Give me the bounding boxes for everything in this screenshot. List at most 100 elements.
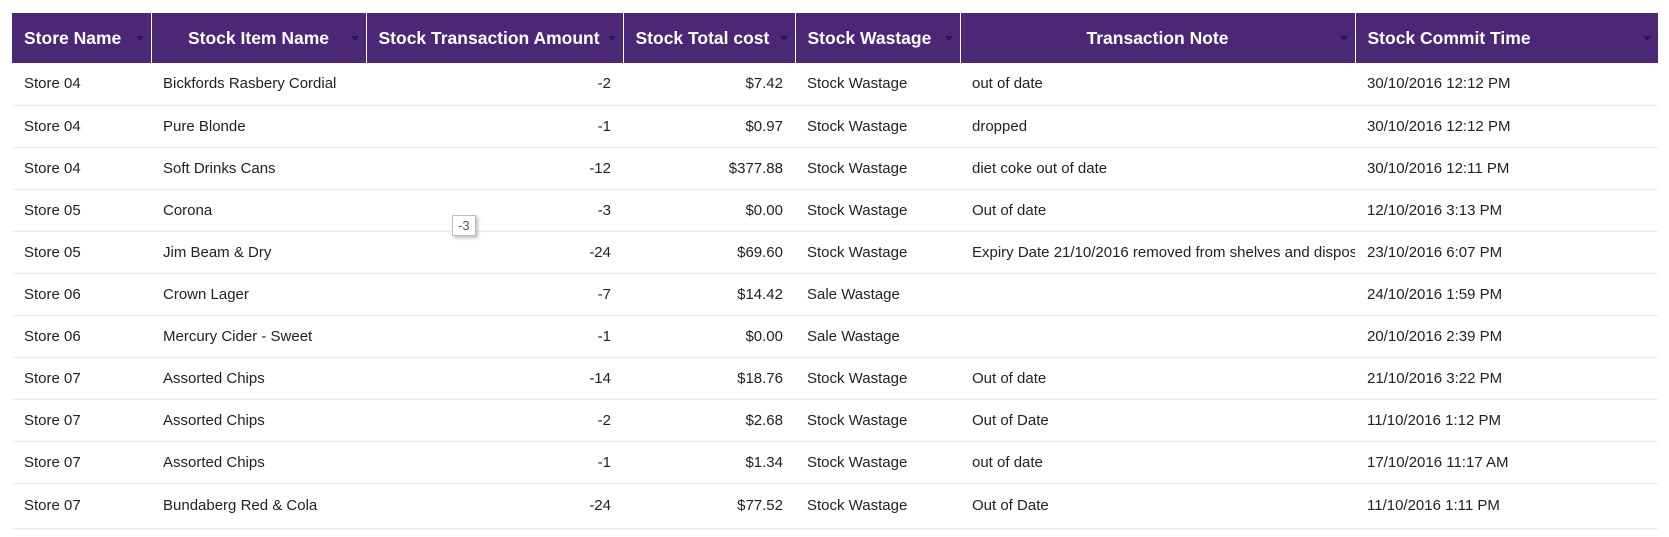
cell-commit-time: 30/10/2016 12:12 PM xyxy=(1355,105,1658,148)
cell-store-name: Store 05 xyxy=(12,189,151,232)
cell-total-cost: $0.00 xyxy=(623,189,795,232)
cell-stock-wastage: Stock Wastage xyxy=(795,483,960,529)
cell-transaction-amount: -24 xyxy=(366,231,623,274)
cell-transaction-amount: -12 xyxy=(366,147,623,190)
table-row[interactable]: Store 07 Bundaberg Red & Cola -24 $77.52… xyxy=(12,483,1658,529)
column-header-label: Store Name xyxy=(24,27,122,48)
stock-wastage-table: Store Name Stock Item Name Stock Transac… xyxy=(12,13,1658,529)
cell-store-name: Store 07 xyxy=(12,357,151,400)
cell-commit-time: 21/10/2016 3:22 PM xyxy=(1355,357,1658,400)
column-header-transaction-note[interactable]: Transaction Note xyxy=(960,13,1356,63)
cell-store-name: Store 07 xyxy=(12,483,151,529)
cell-store-name: Store 04 xyxy=(12,147,151,190)
cell-stock-item-name: Assorted Chips xyxy=(151,399,366,442)
cell-total-cost: $14.42 xyxy=(623,273,795,316)
cell-store-name: Store 07 xyxy=(12,399,151,442)
table-row[interactable]: Store 07 Assorted Chips -2 $2.68 Stock W… xyxy=(12,399,1658,442)
column-header-stock-item-name[interactable]: Stock Item Name xyxy=(151,13,367,63)
cell-stock-item-name: Assorted Chips xyxy=(151,357,366,400)
cell-transaction-note: dropped xyxy=(960,105,1355,148)
cell-stock-item-name: Pure Blonde xyxy=(151,105,366,148)
column-header-label: Stock Total cost xyxy=(635,27,770,48)
cell-stock-wastage: Stock Wastage xyxy=(795,105,960,148)
cell-commit-time: 17/10/2016 11:17 AM xyxy=(1355,441,1658,484)
table-row[interactable]: Store 05 Corona -3 $0.00 Stock Wastage O… xyxy=(12,189,1658,232)
cell-store-name: Store 04 xyxy=(12,105,151,148)
table-row[interactable]: Store 07 Assorted Chips -14 $18.76 Stock… xyxy=(12,357,1658,400)
cell-stock-wastage: Stock Wastage xyxy=(795,399,960,442)
column-header-label: Stock Wastage xyxy=(807,27,932,48)
table-row[interactable]: Store 04 Soft Drinks Cans -12 $377.88 St… xyxy=(12,147,1658,190)
cell-total-cost: $77.52 xyxy=(623,483,795,529)
table-row[interactable]: Store 04 Bickfords Rasbery Cordial -2 $7… xyxy=(12,63,1658,106)
cell-store-name: Store 06 xyxy=(12,315,151,358)
sort-caret-icon[interactable] xyxy=(1339,36,1348,41)
cell-commit-time: 11/10/2016 1:11 PM xyxy=(1355,483,1658,529)
cell-transaction-note: out of date xyxy=(960,441,1355,484)
cell-stock-item-name: Bickfords Rasbery Cordial xyxy=(151,63,366,106)
cell-transaction-note: Out of date xyxy=(960,189,1355,232)
column-header-label: Stock Item Name xyxy=(187,27,330,48)
table-row[interactable]: Store 06 Crown Lager -7 $14.42 Sale Wast… xyxy=(12,273,1658,316)
cell-transaction-amount: -1 xyxy=(366,105,623,148)
cell-transaction-note xyxy=(960,315,1355,358)
cell-stock-item-name: Mercury Cider - Sweet xyxy=(151,315,366,358)
sort-caret-icon[interactable] xyxy=(944,36,953,41)
cell-total-cost: $69.60 xyxy=(623,231,795,274)
cell-store-name: Store 05 xyxy=(12,231,151,274)
cell-commit-time: 23/10/2016 6:07 PM xyxy=(1355,231,1658,274)
cell-stock-wastage: Stock Wastage xyxy=(795,357,960,400)
sort-caret-icon[interactable] xyxy=(607,36,616,41)
column-header-label: Stock Transaction Amount xyxy=(378,27,600,48)
cell-stock-item-name: Jim Beam & Dry xyxy=(151,231,366,274)
column-header-stock-commit-time[interactable]: Stock Commit Time xyxy=(1355,13,1658,63)
cell-stock-wastage: Sale Wastage xyxy=(795,315,960,358)
cell-commit-time: 12/10/2016 3:13 PM xyxy=(1355,189,1658,232)
cell-commit-time: 24/10/2016 1:59 PM xyxy=(1355,273,1658,316)
sort-caret-icon[interactable] xyxy=(350,36,359,41)
cell-stock-wastage: Stock Wastage xyxy=(795,63,960,106)
column-header-label: Stock Commit Time xyxy=(1367,27,1531,48)
cell-transaction-note: diet coke out of date xyxy=(960,147,1355,190)
cell-transaction-note: Out of Date xyxy=(960,483,1355,529)
cell-total-cost: $377.88 xyxy=(623,147,795,190)
cell-transaction-amount: -1 xyxy=(366,315,623,358)
cell-transaction-amount: -2 xyxy=(366,63,623,106)
cell-total-cost: $18.76 xyxy=(623,357,795,400)
column-header-store-name[interactable]: Store Name xyxy=(12,13,152,63)
stock-wastage-table-container: Store Name Stock Item Name Stock Transac… xyxy=(12,13,1658,529)
cell-transaction-amount: -24 xyxy=(366,483,623,529)
column-header-label: Transaction Note xyxy=(1086,27,1229,48)
cell-total-cost: $7.42 xyxy=(623,63,795,106)
cell-transaction-note: Out of date xyxy=(960,357,1355,400)
table-row[interactable]: Store 06 Mercury Cider - Sweet -1 $0.00 … xyxy=(12,315,1658,358)
cell-transaction-note: out of date xyxy=(960,63,1355,106)
table-row[interactable]: Store 07 Assorted Chips -1 $1.34 Stock W… xyxy=(12,441,1658,484)
column-header-stock-total-cost[interactable]: Stock Total cost xyxy=(623,13,796,63)
table-row[interactable]: Store 04 Pure Blonde -1 $0.97 Stock Wast… xyxy=(12,105,1658,148)
cell-stock-wastage: Stock Wastage xyxy=(795,189,960,232)
sort-caret-icon[interactable] xyxy=(779,36,788,41)
cell-transaction-amount: -7 xyxy=(366,273,623,316)
cell-stock-item-name: Soft Drinks Cans xyxy=(151,147,366,190)
cell-transaction-note: Out of Date xyxy=(960,399,1355,442)
cell-total-cost: $2.68 xyxy=(623,399,795,442)
cell-commit-time: 30/10/2016 12:12 PM xyxy=(1355,63,1658,106)
column-header-stock-transaction-amount[interactable]: Stock Transaction Amount xyxy=(366,13,624,63)
cell-total-cost: $1.34 xyxy=(623,441,795,484)
column-header-stock-wastage[interactable]: Stock Wastage xyxy=(795,13,961,63)
table-row[interactable]: Store 05 Jim Beam & Dry -24 $69.60 Stock… xyxy=(12,231,1658,274)
cell-stock-item-name: Bundaberg Red & Cola xyxy=(151,483,366,529)
sort-caret-icon[interactable] xyxy=(135,36,144,41)
cell-transaction-amount: -2 xyxy=(366,399,623,442)
cell-stock-wastage: Stock Wastage xyxy=(795,231,960,274)
cell-transaction-amount: -3 xyxy=(366,189,623,232)
sort-caret-icon[interactable] xyxy=(1643,36,1651,41)
cell-stock-wastage: Sale Wastage xyxy=(795,273,960,316)
cell-stock-item-name: Assorted Chips xyxy=(151,441,366,484)
cell-total-cost: $0.97 xyxy=(623,105,795,148)
cell-stock-wastage: Stock Wastage xyxy=(795,147,960,190)
cell-transaction-amount: -1 xyxy=(366,441,623,484)
cell-commit-time: 20/10/2016 2:39 PM xyxy=(1355,315,1658,358)
cell-commit-time: 30/10/2016 12:11 PM xyxy=(1355,147,1658,190)
